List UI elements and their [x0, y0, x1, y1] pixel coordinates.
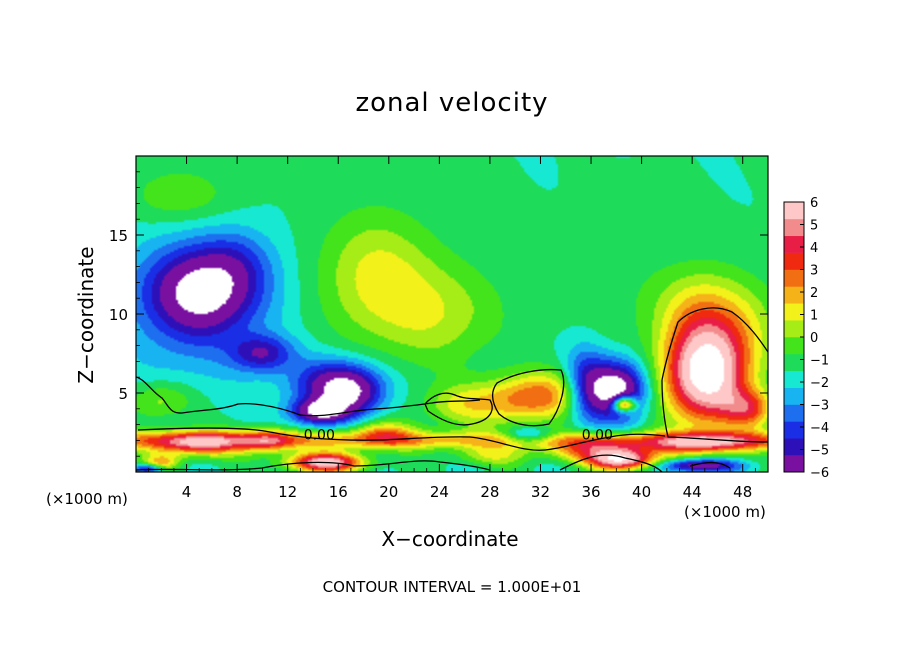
colorbar-segment — [784, 202, 804, 220]
colorbar-tick-label: −4 — [810, 421, 829, 436]
x-tick-label: 40 — [632, 483, 651, 501]
zero-contour-ground-right — [689, 461, 731, 469]
colorbar-segment — [784, 370, 804, 388]
y-axis-label: Z−coordinate — [74, 246, 98, 384]
colorbar-tick-label: 2 — [810, 286, 818, 301]
zero-contour-cross-band — [137, 427, 666, 451]
x-tick-label: 44 — [683, 483, 702, 501]
x-tick-label: 16 — [329, 483, 348, 501]
contour-interval-note: CONTOUR INTERVAL = 1.000E+01 — [322, 578, 582, 596]
colorbar-segment — [784, 353, 804, 372]
colorbar-segment — [784, 455, 804, 473]
zero-contour-east-jet — [661, 307, 768, 381]
x-tick-label: 4 — [182, 483, 192, 501]
zero-contour-lines — [136, 307, 768, 472]
colorbar-tick-label: −1 — [810, 354, 829, 369]
colorbar-segment — [784, 218, 804, 237]
colorbar-tick-label: 1 — [810, 309, 818, 324]
x-tick-label: 36 — [581, 483, 600, 501]
x-tick-label: 48 — [733, 483, 752, 501]
zero-contour-ground-left — [136, 460, 491, 471]
zero-contour-east-tongue — [424, 392, 493, 426]
colorbar-segment — [784, 387, 804, 405]
colorbar-tick-label: 5 — [810, 219, 818, 234]
colorbar-tick-label: −3 — [810, 399, 829, 414]
colorbar-tick-label: −6 — [810, 466, 829, 481]
x-tick-label: 20 — [379, 483, 398, 501]
x-tick-label: 24 — [430, 483, 449, 501]
zero-contour-central-lobe — [492, 368, 565, 427]
colorbar-segment — [784, 252, 804, 270]
x-unit-label-right: (×1000 m) — [684, 503, 766, 521]
colorbar-tick-label: −5 — [810, 444, 829, 459]
colorbar-segment — [784, 320, 804, 338]
colorbar-tick-label: 6 — [810, 196, 818, 211]
x-unit-label-left: (×1000 m) — [46, 490, 128, 508]
colorbar-tick-label: 4 — [810, 241, 818, 256]
x-axis-label: X−coordinate — [381, 527, 519, 551]
chart-title: zonal velocity — [355, 88, 549, 118]
colorbar-segment — [784, 438, 804, 456]
colorbar-tick-label: −2 — [810, 376, 829, 391]
colorbar-tick-label: 0 — [810, 331, 818, 346]
velocity-heatmap — [136, 156, 768, 472]
x-tick-label: 28 — [480, 483, 499, 501]
colorbar-tick-label: 3 — [810, 264, 818, 279]
colorbar-segment — [784, 286, 804, 304]
colorbar-segment — [784, 235, 804, 253]
colorbar-segment — [784, 303, 804, 321]
zero-contour-east-lower — [661, 379, 768, 443]
zero-contour-ground-center — [559, 454, 663, 472]
colorbar-segment — [784, 337, 804, 355]
x-tick-label: 8 — [232, 483, 242, 501]
contour-label-1: 0.00 — [304, 428, 335, 444]
contour-label-2: 0.00 — [582, 428, 613, 444]
colorbar-segment — [784, 404, 804, 422]
colorbar-segment — [784, 269, 804, 287]
y-tick-label: 15 — [109, 227, 128, 245]
y-tick-label: 5 — [118, 385, 128, 403]
colorbar-segment — [784, 421, 804, 439]
x-tick-label: 32 — [531, 483, 550, 501]
zero-contour-left-surface — [136, 376, 481, 417]
y-tick-label: 10 — [109, 306, 128, 324]
x-tick-label: 12 — [278, 483, 297, 501]
